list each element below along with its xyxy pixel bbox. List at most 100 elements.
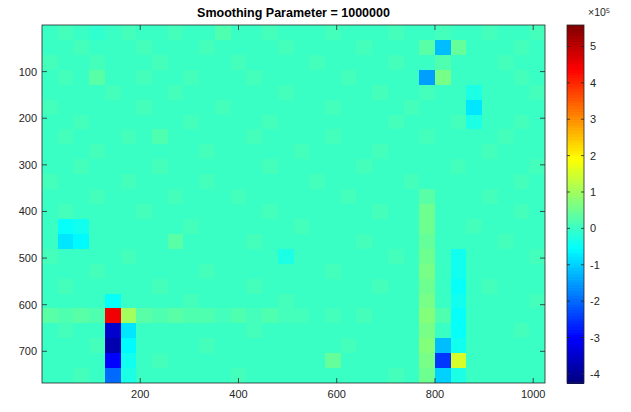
heatmap-cell bbox=[152, 40, 168, 55]
heatmap-cell bbox=[199, 264, 215, 279]
heatmap-cell bbox=[278, 308, 294, 323]
heatmap-cell bbox=[388, 234, 404, 249]
heatmap-cell bbox=[136, 323, 152, 338]
heatmap-cell bbox=[325, 219, 341, 234]
heatmap-cell bbox=[199, 174, 215, 189]
heatmap-cell bbox=[73, 279, 89, 294]
heatmap-cell bbox=[435, 204, 451, 219]
y-tick bbox=[42, 304, 47, 305]
heatmap-cell bbox=[356, 115, 372, 130]
heatmap-cell bbox=[136, 264, 152, 279]
heatmap-cell bbox=[388, 55, 404, 70]
heatmap-cell bbox=[262, 40, 278, 55]
heatmap-cell bbox=[168, 234, 184, 249]
heatmap-cell bbox=[466, 323, 482, 338]
heatmap-cell bbox=[89, 338, 105, 353]
heatmap-cell bbox=[121, 234, 137, 249]
heatmap-cell bbox=[419, 159, 435, 174]
heatmap-cell bbox=[435, 70, 451, 85]
heatmap-cell bbox=[482, 264, 498, 279]
heatmap-cell bbox=[325, 40, 341, 55]
heatmap-cell bbox=[529, 55, 545, 70]
heatmap-cell bbox=[231, 144, 247, 159]
heatmap-cell bbox=[168, 353, 184, 368]
heatmap-cell bbox=[152, 249, 168, 264]
heatmap-cell bbox=[482, 115, 498, 130]
heatmap-cell bbox=[183, 85, 199, 100]
heatmap-cell bbox=[105, 115, 121, 130]
heatmap-cell bbox=[168, 368, 184, 383]
heatmap-cell bbox=[58, 115, 74, 130]
heatmap-cell bbox=[246, 189, 262, 204]
heatmap-cell bbox=[482, 368, 498, 383]
heatmap-cell bbox=[356, 55, 372, 70]
heatmap-cell bbox=[278, 144, 294, 159]
heatmap-cell bbox=[262, 115, 278, 130]
heatmap-cell bbox=[451, 279, 467, 294]
heatmap-cell bbox=[168, 174, 184, 189]
heatmap-cell bbox=[121, 338, 137, 353]
heatmap-cell bbox=[514, 353, 530, 368]
heatmap-cell bbox=[388, 323, 404, 338]
colorbar-tick-label: 1 bbox=[590, 186, 596, 198]
heatmap-cell bbox=[356, 174, 372, 189]
heatmap-cell bbox=[58, 308, 74, 323]
heatmap-cell bbox=[435, 323, 451, 338]
heatmap-cell bbox=[278, 234, 294, 249]
heatmap-cell bbox=[105, 368, 121, 383]
heatmap-cell bbox=[215, 368, 231, 383]
heatmap-cell bbox=[246, 204, 262, 219]
heatmap-cell bbox=[73, 264, 89, 279]
heatmap-cell bbox=[168, 294, 184, 309]
heatmap-cell bbox=[341, 279, 357, 294]
heatmap-cell bbox=[482, 338, 498, 353]
heatmap-cell bbox=[372, 323, 388, 338]
heatmap-cell bbox=[341, 308, 357, 323]
heatmap-cell bbox=[482, 249, 498, 264]
heatmap-cell bbox=[278, 174, 294, 189]
heatmap-cell bbox=[451, 55, 467, 70]
heatmap-cell bbox=[325, 85, 341, 100]
colorbar-tick bbox=[567, 191, 570, 192]
heatmap-cell bbox=[73, 308, 89, 323]
heatmap-cell bbox=[58, 323, 74, 338]
heatmap-cell bbox=[121, 129, 137, 144]
heatmap-cell bbox=[246, 25, 262, 40]
heatmap-cell bbox=[435, 144, 451, 159]
heatmap-cell bbox=[498, 338, 514, 353]
heatmap-cell bbox=[529, 129, 545, 144]
y-tick bbox=[42, 118, 47, 119]
heatmap-cell bbox=[309, 129, 325, 144]
heatmap-cell bbox=[388, 40, 404, 55]
heatmap-cell bbox=[451, 219, 467, 234]
heatmap-cell bbox=[89, 279, 105, 294]
heatmap-cell bbox=[325, 70, 341, 85]
heatmap-cell bbox=[121, 100, 137, 115]
heatmap-cell bbox=[168, 85, 184, 100]
heatmap-cell bbox=[105, 144, 121, 159]
colorbar-frame bbox=[567, 25, 584, 383]
heatmap-cell bbox=[89, 219, 105, 234]
heatmap-cell bbox=[231, 249, 247, 264]
x-tick bbox=[533, 378, 534, 383]
heatmap-cell bbox=[309, 189, 325, 204]
heatmap-cell bbox=[42, 70, 58, 85]
heatmap-cell bbox=[419, 368, 435, 383]
heatmap-cell bbox=[388, 294, 404, 309]
heatmap-cell bbox=[199, 85, 215, 100]
heatmap-cell bbox=[309, 323, 325, 338]
heatmap-cell bbox=[325, 204, 341, 219]
heatmap-cell bbox=[294, 264, 310, 279]
heatmap-cell bbox=[435, 189, 451, 204]
heatmap-cell bbox=[89, 264, 105, 279]
heatmap-cell bbox=[105, 85, 121, 100]
heatmap-cell bbox=[341, 25, 357, 40]
heatmap-cell bbox=[294, 129, 310, 144]
heatmap-cell bbox=[309, 368, 325, 383]
heatmap-cell bbox=[294, 353, 310, 368]
heatmap-cell bbox=[231, 189, 247, 204]
heatmap-cell bbox=[262, 368, 278, 383]
heatmap-cell bbox=[466, 234, 482, 249]
heatmap-cell bbox=[498, 189, 514, 204]
y-tick-label: 700 bbox=[19, 345, 37, 357]
